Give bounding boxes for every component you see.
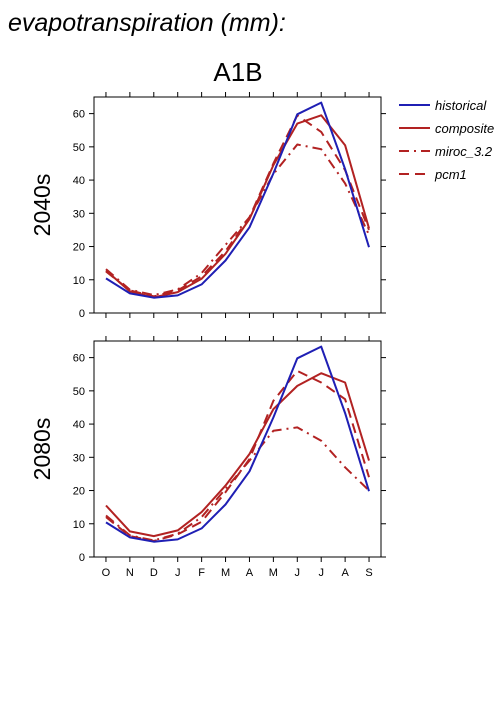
x-tick-label: S (365, 567, 372, 579)
x-tick-label: F (198, 567, 205, 579)
plot-frame (93, 96, 382, 314)
series-line-pcm1 (105, 369, 370, 542)
x-tick-label: J (295, 567, 301, 579)
x-tick-label: O (102, 567, 111, 579)
series-line-composite (105, 114, 370, 299)
x-tick-label: D (150, 567, 158, 579)
y-tick-label: 10 (73, 275, 85, 287)
panel-label: 2040s (29, 174, 55, 237)
series-line-historical (105, 101, 370, 299)
y-tick-label: 30 (73, 452, 85, 464)
series-line-pcm1 (105, 114, 370, 298)
y-tick-label: 0 (79, 308, 85, 320)
panel-2040s: 0 10 20 30 40 50 60 2040s (29, 92, 386, 320)
x-tick-label: N (126, 567, 134, 579)
legend-label-composite: composite (435, 121, 494, 136)
y-tick-label: 40 (73, 419, 85, 431)
x-tick-label: A (246, 567, 254, 579)
legend-label-pcm1: pcm1 (434, 167, 467, 182)
series-line-historical (105, 345, 370, 543)
y-tick-label: 30 (73, 208, 85, 220)
x-tick-label: J (175, 567, 181, 579)
panel-2080s: 0 10 20 30 40 50 60 O N D J F M A M J J A S 2080s (29, 336, 386, 579)
y-tick-label: 20 (73, 242, 85, 254)
scenario-label: A1B (213, 57, 262, 87)
legend-label-miroc: miroc_3.2 (435, 144, 493, 159)
legend: historical composite miroc_3.2 pcm1 (399, 98, 494, 182)
y-tick-label: 0 (79, 552, 85, 564)
y-tick-label: 50 (73, 386, 85, 398)
y-tick-label: 10 (73, 519, 85, 531)
series-line-miroc-3-2 (105, 143, 370, 297)
series-line-miroc-3-2 (105, 426, 370, 542)
x-tick-label: M (221, 567, 230, 579)
figure-title: evapotranspiration (mm): (8, 9, 286, 37)
legend-label-historical: historical (435, 98, 487, 113)
panel-label: 2080s (29, 418, 55, 481)
series-line-composite (105, 372, 370, 538)
x-tick-label: M (269, 567, 278, 579)
x-tick-label: A (341, 567, 349, 579)
plot-frame (93, 340, 382, 558)
y-tick-label: 60 (73, 109, 85, 121)
y-tick-label: 50 (73, 142, 85, 154)
x-tick-label: J (318, 567, 324, 579)
y-tick-label: 20 (73, 486, 85, 498)
y-tick-label: 40 (73, 175, 85, 187)
y-tick-label: 60 (73, 353, 85, 365)
